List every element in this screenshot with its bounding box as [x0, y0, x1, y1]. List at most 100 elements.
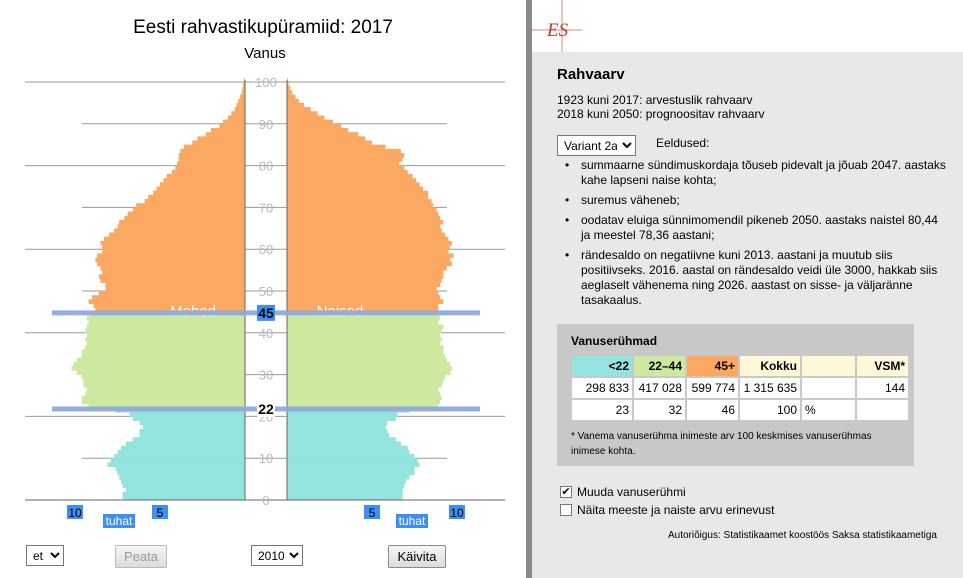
- bar-men: [148, 194, 245, 200]
- bar-men: [241, 90, 245, 95]
- bar-men: [86, 341, 246, 346]
- bar-women: [287, 378, 444, 384]
- bar-men: [97, 261, 245, 267]
- percent-middle: 32: [632, 398, 687, 422]
- x-tick-label: 5: [369, 506, 376, 520]
- age-groups-box: Vanuserühmad <22 22–44 45+ Kokku VSM* 29…: [557, 324, 914, 466]
- run-button[interactable]: Käivita: [388, 545, 446, 568]
- checkbox-label[interactable]: Muuda vanuserühmi: [577, 485, 686, 499]
- bar-men: [100, 265, 245, 271]
- bar-women: [287, 224, 440, 229]
- bar-men: [81, 374, 245, 380]
- bar-men: [105, 282, 245, 288]
- bar-women: [287, 119, 333, 125]
- bar-men: [115, 466, 245, 472]
- bar-men: [86, 387, 246, 392]
- bar-men: [83, 378, 245, 384]
- checkbox-checked-icon[interactable]: ✔: [560, 486, 572, 498]
- bar-women: [287, 458, 418, 463]
- bar-men: [129, 412, 245, 417]
- bar-women: [287, 403, 439, 409]
- chart-title: Eesti rahvastikupüramiid: 2017: [133, 17, 393, 38]
- bar-women: [287, 245, 451, 250]
- population-pyramid-chart[interactable]: 0102030405060708090100MehedNaised4522105…: [0, 0, 526, 578]
- boundary-label-bg: [257, 401, 275, 418]
- bar-men: [122, 491, 245, 497]
- bar-women: [287, 207, 437, 212]
- bar-women: [287, 395, 442, 401]
- bar-women: [287, 98, 299, 104]
- bar-men: [98, 291, 245, 296]
- bar-men: [166, 173, 245, 179]
- bar-men: [102, 245, 245, 250]
- checkbox-label[interactable]: Näita meeste ja naiste arvu erinevust: [577, 503, 775, 517]
- variant-select[interactable]: Variant 2a: [557, 135, 636, 156]
- stop-button[interactable]: Peata: [115, 545, 167, 568]
- bar-men: [98, 274, 245, 279]
- bar-women: [287, 282, 440, 288]
- list-item: oodatav eluiga sünnimomendil pikeneb 205…: [562, 213, 947, 243]
- language-select[interactable]: et: [26, 545, 64, 566]
- bar-women: [287, 303, 439, 309]
- bar-women: [287, 462, 420, 467]
- bar-men: [86, 332, 246, 338]
- bar-women: [287, 169, 408, 175]
- bar-men: [114, 228, 245, 233]
- bar-men: [88, 403, 245, 409]
- panel-divider[interactable]: [526, 0, 532, 578]
- age-tick-label: 30: [259, 368, 273, 383]
- bar-men: [117, 449, 245, 455]
- statistics-logo-icon: ES: [532, 0, 582, 52]
- bar-women: [287, 190, 429, 196]
- unit-bg: [396, 514, 428, 528]
- lower-boundary-label: 22: [258, 401, 274, 417]
- bar-women: [287, 362, 451, 367]
- bar-women: [287, 215, 440, 221]
- bar-women: [287, 94, 296, 100]
- bar-men: [171, 169, 245, 175]
- bar-men: [205, 132, 245, 137]
- bar-men: [85, 336, 245, 342]
- bar-women: [287, 228, 442, 233]
- bar-men: [132, 416, 245, 421]
- bar-men: [103, 236, 246, 242]
- bar-men: [81, 395, 245, 401]
- list-item: suremus väheneb;: [562, 193, 947, 208]
- bar-women: [287, 86, 291, 91]
- bar-women: [287, 437, 396, 442]
- bar-men: [234, 107, 245, 112]
- x-tick-bg: [152, 505, 168, 519]
- bar-men: [222, 119, 245, 125]
- bar-women: [287, 257, 451, 263]
- y-axis-label: Vanus: [244, 45, 286, 62]
- show-difference-checkbox[interactable]: Näita meeste ja naiste arvu erinevust: [560, 503, 774, 517]
- bar-men: [117, 224, 245, 229]
- count-old: 599 774: [685, 376, 740, 400]
- age-tick-label: 60: [259, 242, 273, 257]
- bar-women: [287, 132, 359, 137]
- checkbox-unchecked-icon[interactable]: [560, 504, 572, 516]
- bar-women: [287, 466, 415, 472]
- bar-women: [287, 249, 449, 254]
- year-select[interactable]: 2010: [251, 545, 303, 566]
- unit-bg: [103, 514, 135, 528]
- bar-men: [192, 140, 245, 146]
- bar-women: [287, 474, 410, 480]
- bar-women: [287, 420, 388, 426]
- bar-women: [287, 111, 318, 116]
- assumptions-list: summaarne sündimuskordaja tõuseb pideval…: [562, 158, 947, 313]
- bar-women: [287, 353, 446, 359]
- bar-men: [136, 203, 245, 208]
- change-age-groups-checkbox[interactable]: ✔ Muuda vanuserühmi: [560, 485, 686, 499]
- bar-women: [287, 182, 420, 187]
- bar-women: [287, 387, 439, 392]
- bar-women: [287, 194, 429, 200]
- x-tick-label: 10: [450, 506, 464, 520]
- bar-women: [287, 332, 440, 338]
- bar-men: [236, 102, 245, 108]
- bar-men: [81, 399, 245, 405]
- header-blank: [800, 354, 857, 378]
- bar-men: [73, 362, 245, 367]
- bar-men: [139, 420, 245, 426]
- bar-women: [287, 491, 403, 497]
